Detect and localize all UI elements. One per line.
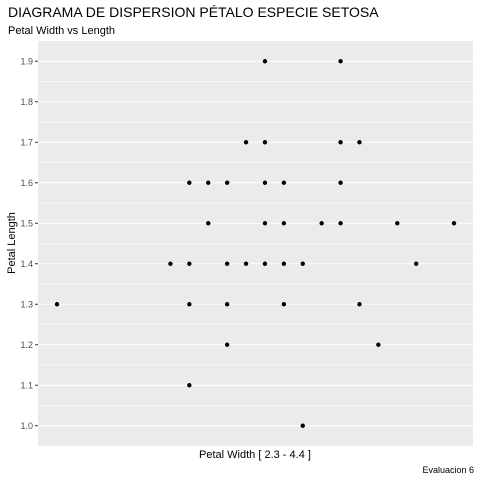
- data-point: [262, 59, 268, 64]
- data-point: [54, 302, 60, 307]
- data-point: [357, 302, 362, 307]
- data-point: [319, 221, 324, 226]
- data-point: [224, 342, 230, 347]
- chart-title: DIAGRAMA DE DISPERSION PÉTALO ESPECIE SE…: [8, 4, 379, 20]
- data-point: [338, 221, 343, 226]
- data-point: [262, 261, 268, 266]
- major-gridlines: [38, 60, 473, 427]
- data-point: [281, 180, 287, 185]
- data-point: [187, 302, 192, 307]
- data-point: [224, 261, 230, 266]
- y-tick-label: 1.6: [20, 178, 33, 188]
- data-point: [395, 221, 400, 226]
- data-point: [281, 302, 287, 307]
- y-tick-label: 1.7: [20, 137, 33, 147]
- y-axis-tick-labels: 1.0 1.1 1.2 1.3 1.4 1.5 1.6 1.7 1.8 1.9: [20, 56, 33, 431]
- data-point: [262, 140, 268, 145]
- y-tick-label: 1.3: [20, 299, 33, 309]
- y-tick-label: 1.9: [20, 56, 33, 66]
- data-point: [168, 261, 173, 266]
- data-point: [262, 180, 268, 185]
- y-tick-label: 1.2: [20, 340, 33, 350]
- data-point: [206, 180, 211, 185]
- data-point: [262, 221, 268, 226]
- chart-subtitle: Petal Width vs Length: [8, 25, 115, 37]
- data-point: [413, 261, 419, 266]
- y-axis-title: Petal Length: [6, 212, 18, 274]
- chart-caption: Evaluacion 6: [422, 465, 474, 475]
- y-tick-label: 1.5: [20, 218, 33, 228]
- minor-gridlines: [38, 81, 473, 406]
- data-point: [224, 302, 230, 307]
- data-point: [281, 221, 287, 226]
- y-tick-label: 1.4: [20, 259, 33, 269]
- data-point: [224, 180, 230, 185]
- data-point: [300, 423, 305, 428]
- data-point: [281, 261, 287, 266]
- data-point: [338, 140, 343, 145]
- data-point: [451, 221, 457, 226]
- data-point: [206, 221, 211, 226]
- data-point: [187, 180, 192, 185]
- y-tick-label: 1.1: [20, 380, 33, 390]
- data-point: [243, 261, 249, 266]
- y-tick-label: 1.8: [20, 97, 33, 107]
- data-point: [376, 342, 381, 347]
- data-point: [187, 383, 192, 388]
- data-point: [357, 140, 362, 145]
- data-point: [243, 140, 249, 145]
- y-axis-ticks: [35, 60, 38, 427]
- data-points: [54, 59, 457, 428]
- y-tick-label: 1.0: [20, 421, 33, 431]
- data-point: [187, 261, 192, 266]
- data-point: [300, 261, 305, 266]
- data-point: [338, 59, 343, 64]
- x-axis-title: Petal Width [ 2.3 - 4.4 ]: [199, 449, 311, 461]
- data-point: [338, 180, 343, 185]
